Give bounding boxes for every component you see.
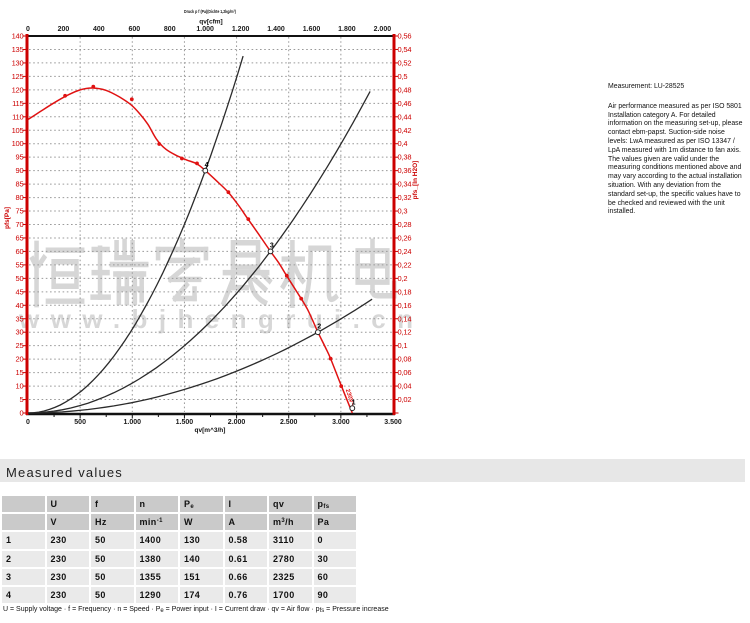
svg-text:1.000: 1.000 xyxy=(124,419,142,426)
svg-text:0,28: 0,28 xyxy=(398,220,412,229)
svg-text:3.000: 3.000 xyxy=(332,419,350,426)
svg-text:0,1: 0,1 xyxy=(398,341,408,350)
svg-text:30: 30 xyxy=(16,328,24,337)
svg-text:0,16: 0,16 xyxy=(398,301,412,310)
svg-text:45: 45 xyxy=(16,287,24,296)
svg-text:2.000: 2.000 xyxy=(374,26,392,33)
svg-text:120: 120 xyxy=(12,85,24,94)
svg-text:0,54: 0,54 xyxy=(398,45,412,54)
svg-text:0: 0 xyxy=(20,409,24,418)
svg-text:0,26: 0,26 xyxy=(398,233,412,242)
svg-text:1.200: 1.200 xyxy=(232,26,250,33)
svg-text:4: 4 xyxy=(205,162,209,169)
svg-text:90: 90 xyxy=(16,166,24,175)
svg-text:1.600: 1.600 xyxy=(303,26,321,33)
svg-text:0,56: 0,56 xyxy=(398,32,412,41)
svg-text:70: 70 xyxy=(16,220,24,229)
svg-text:0,46: 0,46 xyxy=(398,99,412,108)
svg-text:100: 100 xyxy=(12,139,24,148)
svg-text:35: 35 xyxy=(16,314,24,323)
svg-text:40: 40 xyxy=(16,301,24,310)
svg-text:0,24: 0,24 xyxy=(398,247,412,256)
svg-text:20: 20 xyxy=(16,355,24,364)
svg-text:0,32: 0,32 xyxy=(398,193,412,202)
svg-text:1.500: 1.500 xyxy=(176,419,194,426)
svg-text:0,4: 0,4 xyxy=(398,139,408,148)
svg-text:230V~: 230V~ xyxy=(344,388,355,407)
svg-text:5: 5 xyxy=(20,395,24,404)
svg-text:0,08: 0,08 xyxy=(398,355,412,364)
svg-text:130: 130 xyxy=(12,58,24,67)
svg-text:0,06: 0,06 xyxy=(398,368,412,377)
svg-text:3: 3 xyxy=(270,243,274,250)
svg-text:1: 1 xyxy=(352,399,356,406)
svg-text:85: 85 xyxy=(16,180,24,189)
svg-text:15: 15 xyxy=(16,368,24,377)
svg-text:pfs[Pa]: pfs[Pa] xyxy=(4,207,11,229)
svg-text:qv[m^3/h]: qv[m^3/h] xyxy=(195,426,226,434)
svg-text:0,18: 0,18 xyxy=(398,287,412,296)
svg-text:0,04: 0,04 xyxy=(398,382,412,391)
svg-text:0,34: 0,34 xyxy=(398,180,412,189)
svg-text:25: 25 xyxy=(16,341,24,350)
svg-text:0: 0 xyxy=(26,26,30,33)
svg-text:0,14: 0,14 xyxy=(398,314,412,323)
svg-text:105: 105 xyxy=(12,126,24,135)
svg-text:95: 95 xyxy=(16,153,24,162)
svg-text:55: 55 xyxy=(16,260,24,269)
svg-text:115: 115 xyxy=(12,99,23,108)
svg-text:500: 500 xyxy=(74,419,86,426)
svg-text:0,48: 0,48 xyxy=(398,85,412,94)
svg-text:0: 0 xyxy=(26,419,30,426)
svg-text:140: 140 xyxy=(12,32,24,41)
svg-text:0,44: 0,44 xyxy=(398,112,412,121)
svg-text:10: 10 xyxy=(16,382,24,391)
svg-text:80: 80 xyxy=(16,193,24,202)
svg-text:0,42: 0,42 xyxy=(398,126,412,135)
svg-text:0,3: 0,3 xyxy=(398,207,408,216)
svg-text:0,5: 0,5 xyxy=(398,72,408,81)
svg-text:0,52: 0,52 xyxy=(398,58,412,67)
svg-text:60: 60 xyxy=(16,247,24,256)
svg-text:50: 50 xyxy=(16,274,24,283)
svg-text:3.500: 3.500 xyxy=(384,419,402,426)
svg-text:125: 125 xyxy=(12,72,24,81)
svg-text:1.400: 1.400 xyxy=(267,26,285,33)
svg-text:2.500: 2.500 xyxy=(280,419,298,426)
svg-text:800: 800 xyxy=(164,26,176,33)
svg-text:600: 600 xyxy=(128,26,140,33)
svg-text:0,36: 0,36 xyxy=(398,166,412,175)
svg-text:1.800: 1.800 xyxy=(338,26,356,33)
svg-text:75: 75 xyxy=(16,207,24,216)
svg-text:2.000: 2.000 xyxy=(228,419,246,426)
svg-text:110: 110 xyxy=(12,112,23,121)
svg-text:Druck p f (Pa)(Dichte 1,2kg/m³: Druck p f (Pa)(Dichte 1,2kg/m³) xyxy=(184,9,236,14)
svg-text:400: 400 xyxy=(93,26,105,33)
svg-text:1.000: 1.000 xyxy=(196,26,214,33)
svg-text:qv[cfm]: qv[cfm] xyxy=(199,19,222,26)
svg-text:0,2: 0,2 xyxy=(398,274,408,283)
svg-text:0,12: 0,12 xyxy=(398,328,412,337)
svg-text:pfs_[In H2O]: pfs_[In H2O] xyxy=(412,161,419,200)
svg-text:65: 65 xyxy=(16,233,24,242)
svg-text:0,22: 0,22 xyxy=(398,260,412,269)
svg-text:135: 135 xyxy=(12,45,24,54)
svg-text:0,38: 0,38 xyxy=(398,153,412,162)
svg-text:200: 200 xyxy=(58,26,70,33)
svg-text:0,02: 0,02 xyxy=(398,395,412,404)
svg-text:2: 2 xyxy=(317,323,321,330)
